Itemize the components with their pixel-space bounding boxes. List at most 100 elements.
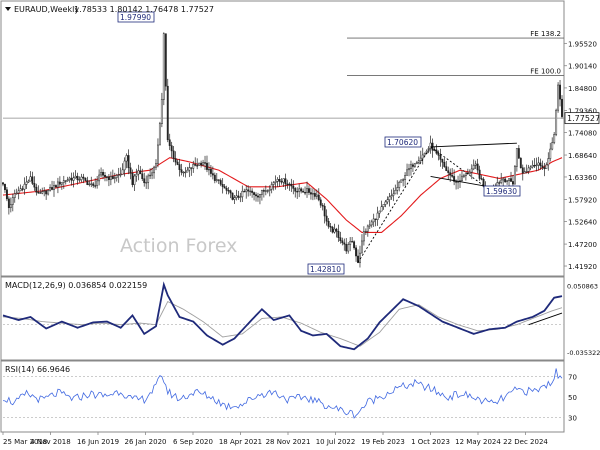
candle-body	[341, 240, 344, 244]
x-tick-label: 26 Jan 2020	[125, 438, 167, 446]
candle-body	[398, 181, 401, 188]
candle-body	[298, 188, 301, 192]
candle-body	[419, 157, 422, 162]
candle-body	[464, 172, 467, 177]
candle-body	[204, 162, 206, 164]
candle-body	[343, 242, 346, 245]
candle-body	[498, 182, 501, 184]
candle-body	[264, 190, 267, 192]
candle-body	[98, 174, 101, 182]
trendline	[357, 146, 431, 263]
x-tick-label: 10 Jul 2022	[316, 438, 356, 446]
candle-body	[107, 176, 110, 180]
candle-body	[255, 194, 257, 197]
candle-body	[27, 180, 30, 183]
candle-body	[247, 189, 250, 192]
candle-body	[78, 179, 81, 181]
candle-body	[113, 177, 116, 179]
candle-body	[243, 190, 246, 193]
candle-body	[272, 182, 275, 185]
candle-body	[394, 190, 397, 195]
candle-body	[249, 190, 252, 193]
candle-body	[478, 169, 481, 179]
candle-body	[541, 165, 544, 168]
candle-body	[82, 176, 85, 179]
candle-body	[172, 150, 175, 159]
candle-body	[378, 210, 381, 214]
candle-body	[278, 179, 281, 182]
candle-body	[155, 163, 157, 168]
candle-body	[90, 183, 93, 185]
price-tick-label: 1.63360	[568, 174, 597, 182]
x-tick-label: 16 Jun 2019	[77, 438, 119, 446]
x-tick-label: 18 Apr 2021	[219, 438, 262, 446]
price-tick-label: 1.95520	[568, 40, 597, 48]
candle-body	[482, 178, 485, 187]
candle-body	[408, 168, 410, 171]
candle-body	[68, 177, 71, 181]
candle-body	[7, 198, 10, 209]
candle-body	[284, 178, 287, 185]
candle-body	[76, 175, 79, 180]
candle-body	[35, 186, 38, 193]
price-tick-label: 1.90140	[568, 63, 597, 71]
x-tick-label: 22 Dec 2024	[503, 438, 548, 446]
candle-body	[74, 175, 77, 179]
dropdown-arrow-icon[interactable]	[5, 7, 11, 11]
candle-body	[194, 164, 197, 166]
candle-body	[13, 193, 16, 198]
candle-body	[4, 183, 6, 190]
candle-body	[217, 179, 220, 181]
candle-body	[151, 172, 154, 176]
candle-body	[2, 182, 4, 185]
candle-body	[468, 171, 471, 175]
candle-body	[462, 175, 465, 177]
candle-body	[400, 179, 403, 183]
candle-body	[119, 173, 122, 176]
candle-body	[168, 139, 171, 146]
candle-body	[123, 160, 126, 171]
candle-body	[537, 162, 540, 166]
candle-body	[512, 181, 514, 185]
candle-body	[480, 178, 483, 180]
candle-body	[555, 109, 558, 135]
candle-body	[72, 177, 75, 181]
candle-body	[323, 205, 326, 217]
candle-body	[86, 180, 89, 185]
candle-body	[276, 179, 279, 182]
candle-body	[139, 170, 142, 175]
fib-level-label: FE 138.2	[530, 30, 561, 38]
price-panel-frame	[0, 0, 565, 277]
annotation-label: 1.59630	[486, 187, 517, 196]
candle-body	[237, 195, 240, 198]
macd-title: MACD(12,26,9) 0.036854 0.022159	[5, 281, 147, 290]
candle-body	[515, 148, 518, 167]
candle-body	[239, 196, 242, 198]
candle-body	[519, 157, 522, 168]
candle-body	[109, 176, 112, 180]
candle-body	[106, 176, 108, 178]
candle-body	[268, 188, 271, 191]
candle-body	[304, 192, 307, 194]
candle-body	[209, 168, 212, 174]
rsi-title: RSI(14) 66.9646	[5, 365, 70, 374]
candle-body	[56, 181, 59, 188]
x-tick-label: 1 Oct 2023	[411, 438, 450, 446]
candle-body	[92, 183, 95, 186]
x-tick-label: 4 Nov 2018	[30, 438, 70, 446]
price-tick-label: 1.47200	[568, 241, 597, 249]
candle-body	[257, 195, 259, 198]
candle-body	[455, 181, 458, 183]
candle-body	[231, 192, 234, 200]
candle-body	[180, 169, 183, 173]
candle-body	[415, 162, 418, 164]
ohlc-values: 1.78533 1.80142 1.76478 1.77527	[74, 5, 214, 14]
candle-body	[392, 193, 395, 196]
rsi-tick-label: 50	[568, 394, 577, 402]
candle-body	[472, 165, 475, 170]
price-tick-label: 1.74080	[568, 129, 597, 137]
candle-body	[241, 190, 244, 198]
fib-level-label: FE 100.0	[530, 67, 561, 75]
